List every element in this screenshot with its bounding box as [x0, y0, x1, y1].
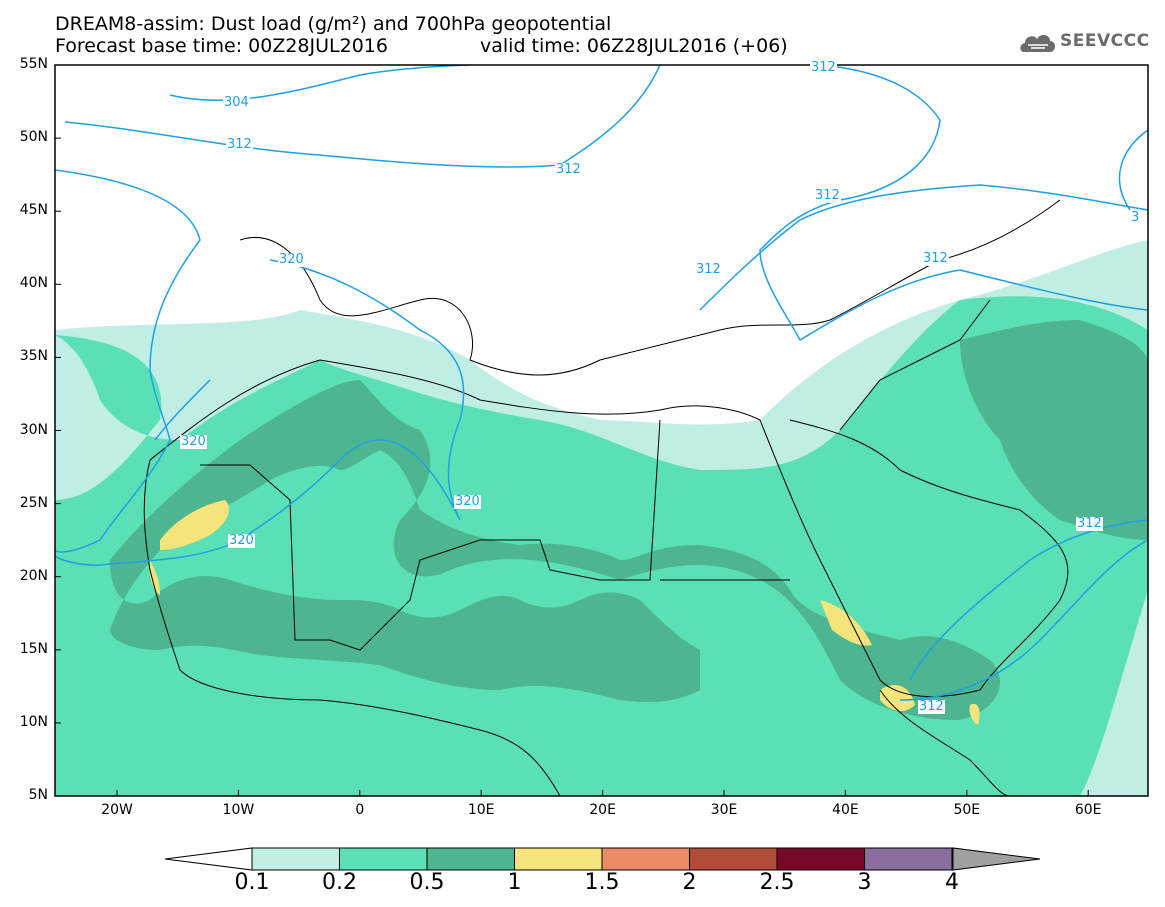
lon-label: 20E — [589, 802, 616, 818]
lat-label: 30N — [19, 421, 48, 438]
contour-label: 312 — [226, 137, 253, 152]
lat-label: 15N — [19, 640, 48, 657]
contour-label: 312 — [1076, 516, 1103, 531]
contour-312-right — [1118, 129, 1148, 211]
coastline-europe — [239, 199, 1061, 376]
dust-patch-yellow-1 — [160, 500, 230, 550]
contour-label: 312 — [814, 188, 841, 203]
coastline-red-sea — [759, 419, 981, 697]
contour-label: 320 — [454, 494, 481, 509]
contour-304 — [169, 65, 471, 102]
dust-region-dark-1 — [110, 380, 1000, 720]
colorbar-label: 1.5 — [584, 870, 620, 895]
coastline-africa-north — [149, 359, 761, 461]
dust-patch-yellow-5 — [969, 703, 980, 725]
lon-label: 40E — [832, 802, 859, 818]
colorbar-swatch — [689, 847, 778, 871]
colorbar-label: 3 — [857, 870, 872, 895]
colorbar-label: 2.5 — [759, 870, 795, 895]
contour-312-east — [759, 65, 1148, 342]
coastline-arabia — [789, 419, 1069, 691]
lon-label: 10E — [467, 802, 495, 818]
seevccc-logo — [1018, 28, 1158, 58]
chart-title: DREAM8-assim: Dust load (g/m²) and 700hP… — [55, 13, 612, 35]
colorbar-right-arrow — [952, 847, 1041, 871]
colorbar-label: 2 — [682, 870, 697, 895]
forecast-base-time: Forecast base time: 00Z28JUL2016 — [55, 35, 388, 57]
coastline-horn — [879, 689, 1011, 796]
coastline-africa-west — [143, 459, 561, 796]
lon-label: 0 — [355, 802, 365, 818]
contour-320-west — [154, 379, 211, 441]
logo-text: SEEVCCC — [1060, 31, 1150, 51]
border-sahara — [200, 419, 661, 651]
contour-320 — [55, 169, 201, 553]
colorbar-label: 0.5 — [409, 870, 445, 895]
contour-320-inner — [55, 259, 465, 566]
lon-label: 20W — [101, 802, 133, 818]
contour-label: 312 — [922, 251, 949, 266]
colorbar-swatch — [251, 847, 340, 871]
lon-label: 50E — [953, 802, 981, 818]
colorbar-swatch — [514, 847, 603, 871]
lat-label: 55N — [19, 56, 48, 72]
contour-312-mid — [699, 184, 1148, 311]
lat-label: 45N — [19, 202, 48, 219]
border-mideast — [839, 299, 991, 431]
colorbar-swatch — [776, 847, 865, 871]
colorbar-label: 4 — [945, 870, 959, 895]
dust-patch-yellow-2 — [149, 560, 160, 595]
contour-label: 3 — [1130, 210, 1141, 225]
lat-label: 10N — [19, 713, 48, 730]
contour-312-south — [899, 539, 1148, 701]
colorbar-label: 1 — [507, 870, 522, 895]
lat-label: 50N — [19, 129, 48, 146]
contour-label: 312 — [555, 162, 582, 177]
contour-312-north — [64, 65, 661, 168]
colorbar-swatch — [426, 847, 515, 871]
valid-time: valid time: 06Z28JUL2016 (+06) — [480, 35, 788, 57]
lat-label: 40N — [19, 275, 48, 292]
dust-patch-yellow-4 — [880, 685, 915, 712]
colorbar — [164, 847, 1041, 871]
lat-label: 35N — [19, 348, 48, 365]
colorbar-swatch — [864, 847, 953, 871]
colorbar-label: 0.1 — [234, 870, 270, 895]
colorbar-swatch — [339, 847, 428, 871]
colorbar-swatch — [601, 847, 690, 871]
lon-label: 60E — [1074, 802, 1102, 818]
dust-region-dark-2 — [960, 320, 1148, 540]
colorbar-left-arrow — [164, 847, 253, 871]
lat-label: 5N — [28, 787, 48, 803]
lon-label: 10W — [222, 802, 255, 818]
contour-label: 304 — [223, 95, 250, 110]
contour-label: 320 — [180, 434, 207, 449]
contour-label: 320 — [278, 252, 305, 267]
lat-label: 25N — [19, 494, 48, 511]
lat-label: 20N — [19, 567, 48, 584]
contour-label: 312 — [810, 60, 837, 75]
cloud-icon — [1020, 35, 1056, 52]
contour-label: 320 — [228, 533, 255, 548]
contour-label: 312 — [918, 699, 945, 714]
lon-label: 30E — [710, 802, 738, 818]
dust-patch-yellow-3 — [820, 600, 872, 646]
contour-label: 312 — [695, 262, 722, 277]
colorbar-label: 0.2 — [322, 870, 357, 895]
